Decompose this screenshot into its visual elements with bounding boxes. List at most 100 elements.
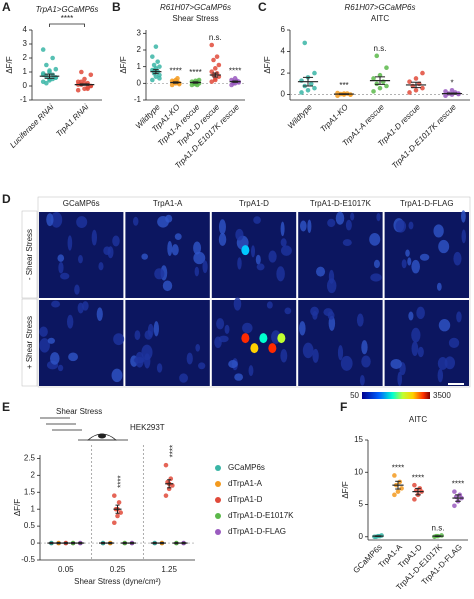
x-tick-label: 0.25	[110, 565, 126, 574]
data-point	[151, 62, 157, 68]
cell	[438, 239, 450, 254]
cell	[316, 266, 326, 277]
cell	[96, 307, 103, 321]
cell	[345, 219, 352, 231]
x-tick-label: TrpA1-D-E1017K rescue	[390, 102, 458, 170]
cell	[78, 254, 83, 264]
cell	[337, 345, 344, 361]
cell	[242, 322, 253, 334]
data-point	[40, 47, 46, 52]
column-header: TrpA1-D	[239, 199, 269, 208]
schematic	[40, 417, 82, 431]
data-point	[155, 59, 160, 64]
data-point	[44, 80, 49, 86]
data-point	[175, 76, 180, 81]
data-point	[395, 489, 401, 494]
data-point	[305, 88, 311, 93]
data-point	[116, 500, 122, 505]
cell	[369, 233, 381, 246]
cell	[147, 323, 154, 338]
cell	[91, 229, 98, 246]
cell	[162, 280, 173, 292]
cell	[57, 364, 64, 372]
cell	[198, 362, 206, 370]
cell	[405, 249, 410, 257]
cell	[111, 368, 123, 383]
y-axis-label: ΔF/F	[119, 56, 128, 73]
data-point	[112, 520, 117, 526]
data-point	[413, 76, 419, 81]
cell	[376, 212, 381, 222]
cell	[407, 257, 412, 266]
row-label-bg	[21, 210, 38, 299]
data-point	[163, 462, 169, 468]
cell	[74, 284, 80, 295]
cell	[193, 241, 202, 255]
cell	[50, 352, 60, 365]
significance-label: ****	[117, 475, 126, 487]
significance-label: n.s.	[432, 524, 445, 533]
significance-label: ****	[452, 480, 464, 489]
y-axis-label: ΔF/F	[13, 499, 22, 516]
data-point	[371, 76, 376, 81]
row-label-bg	[21, 298, 38, 387]
cell	[165, 214, 173, 223]
data-point	[196, 77, 202, 83]
data-point	[214, 54, 220, 59]
cell	[411, 259, 421, 274]
cell	[370, 273, 382, 282]
legend-swatch	[215, 481, 221, 487]
y-tick-label: 2	[23, 53, 28, 62]
y-axis-label: ΔF/F	[341, 481, 350, 498]
data-point	[150, 77, 155, 83]
cell	[135, 351, 144, 368]
cell	[51, 300, 61, 308]
cell	[113, 333, 125, 346]
active-cell	[241, 333, 250, 344]
chart-title: AITC	[409, 415, 427, 424]
cell	[98, 262, 104, 271]
significance-label: ****	[61, 14, 73, 23]
data-point	[79, 69, 84, 75]
x-tick-label: 0.05	[58, 565, 74, 574]
active-cell	[241, 245, 250, 256]
cell	[437, 356, 448, 370]
data-point	[213, 66, 218, 71]
chart-subtitle: AITC	[371, 14, 389, 23]
panel-letter: C	[258, 0, 267, 14]
data-point	[157, 64, 162, 69]
y-tick-label: 10	[354, 467, 363, 476]
data-point	[79, 79, 84, 85]
cell	[280, 349, 288, 363]
data-point	[112, 493, 117, 498]
cell	[77, 302, 84, 314]
significance-label: ****	[169, 66, 181, 75]
data-point	[115, 513, 120, 519]
row-label: + Shear Stress	[25, 316, 34, 369]
data-point	[302, 40, 308, 46]
cell	[141, 344, 153, 361]
colorbar-label: 50	[350, 391, 359, 400]
legend-label: dTrpA1-D-E1017K	[228, 511, 294, 520]
x-tick-label: TrpA1 RNAi	[54, 102, 90, 138]
y-axis-label: ΔF/F	[263, 56, 272, 73]
significance-label: *	[450, 78, 453, 87]
cell	[411, 327, 421, 343]
cell	[224, 324, 230, 334]
panel-letter: B	[112, 0, 121, 14]
cell	[237, 257, 242, 270]
cell	[46, 213, 54, 227]
cell	[47, 337, 55, 344]
cell	[276, 266, 285, 282]
cell	[328, 269, 335, 284]
data-point	[150, 54, 155, 59]
data-point	[44, 62, 49, 68]
cell	[76, 216, 88, 228]
cell	[171, 244, 179, 256]
cell	[359, 374, 365, 386]
cell	[50, 212, 63, 228]
y-axis-label: ΔF/F	[5, 56, 14, 73]
micrograph	[298, 212, 383, 298]
significance-label: n.s.	[209, 33, 222, 42]
cell	[256, 263, 265, 271]
